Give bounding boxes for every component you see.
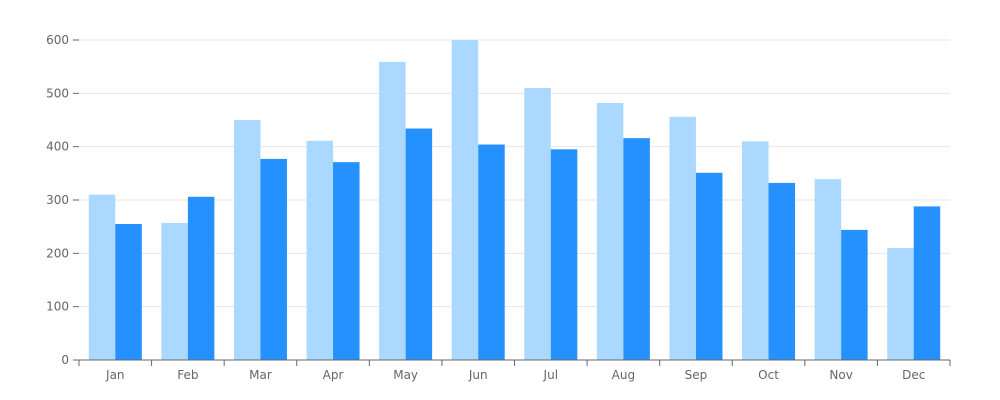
x-tick-label: Aug [612, 368, 635, 382]
x-tick-label: Jun [468, 368, 488, 382]
y-tick-label: 100 [46, 300, 69, 314]
bar-series2-mar [260, 158, 287, 360]
bar-series2-jan [115, 224, 142, 360]
bar-series1-jul [524, 88, 551, 360]
bar-series1-aug [596, 102, 624, 360]
x-tick-label: Jan [105, 368, 125, 382]
bar-series1-may [379, 61, 406, 360]
bar-series1-jan [88, 194, 116, 360]
bar-series2-jun [478, 144, 505, 360]
y-tick-label: 500 [46, 86, 69, 100]
x-tick-label: Feb [177, 368, 198, 382]
bar-series1-feb [161, 222, 188, 360]
bar-series1-mar [233, 120, 261, 360]
bar-series2-sep [695, 172, 723, 360]
x-tick-label: Sep [685, 368, 708, 382]
bar-series1-dec [887, 248, 914, 360]
y-tick-label: 200 [46, 246, 69, 260]
bar-series1-sep [669, 116, 696, 360]
bar-series2-nov [841, 229, 868, 360]
x-tick-label: Jul [543, 368, 558, 382]
bar-series2-aug [623, 138, 650, 360]
x-tick-label: May [393, 368, 418, 382]
axes: 0 100 200 300 400 500 600 Jan Feb Mar Apr May Jun Jul… [46, 33, 951, 382]
x-tick-label: Nov [829, 368, 852, 382]
bar-series2-feb [187, 196, 215, 360]
bar-series1-oct [742, 141, 769, 360]
y-tick-label: 600 [46, 33, 69, 47]
x-tick-label: Apr [323, 368, 344, 382]
bar-series2-apr [333, 162, 360, 360]
y-tick-label: 0 [61, 353, 69, 367]
bar-series2-jul [550, 149, 578, 360]
bar-series1-jun [451, 40, 479, 360]
bar-series2-dec [913, 206, 941, 360]
x-tick-label: Dec [902, 368, 925, 382]
y-tick-label: 300 [46, 193, 69, 207]
bar-series1-nov [814, 179, 842, 360]
gridlines [79, 39, 950, 308]
bars [88, 40, 941, 360]
y-tick-label: 400 [46, 140, 69, 154]
x-tick-label: Oct [758, 368, 779, 382]
bar-series2-may [405, 128, 433, 360]
bar-series2-oct [768, 182, 796, 360]
bar-series1-apr [306, 140, 334, 360]
x-tick-label: Mar [249, 368, 272, 382]
